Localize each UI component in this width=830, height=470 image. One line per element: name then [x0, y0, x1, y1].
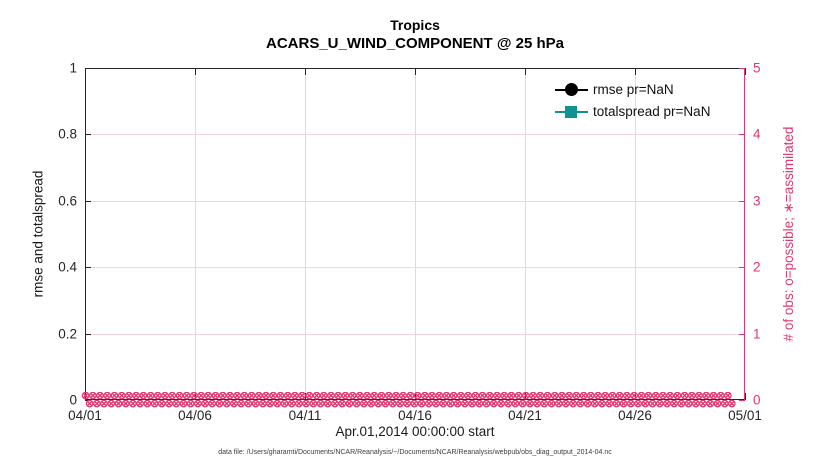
x-tick-bottom — [85, 393, 86, 400]
y-axis-label-right: # of obs: o=possible; ∗=assimilated — [781, 126, 796, 342]
y-tick-label-right: 3 — [753, 193, 761, 209]
y-tick-left — [85, 400, 91, 401]
x-tick-label: 05/01 — [728, 408, 762, 423]
x-tick-label: 04/11 — [288, 408, 322, 423]
x-tick-bottom — [305, 393, 306, 400]
y-tick-left — [85, 134, 91, 136]
plot-subtitle: ACARS_U_WIND_COMPONENT @ 25 hPa — [265, 35, 564, 52]
axis-spine-left — [85, 68, 86, 400]
obs-band-row: ⊗⊗⊗⊗⊗⊗⊗⊗⊗⊗⊗⊗⊗⊗⊗⊗⊗⊗⊗⊗⊗⊗⊗⊗⊗⊗⊗⊗⊗⊗⊗⊗⊗⊗⊗⊗⊗⊗⊗⊗… — [81, 392, 733, 402]
legend-item: rmse pr=NaN — [555, 82, 710, 97]
x-tick-bottom — [415, 393, 416, 400]
y-tick-label-left: 0.8 — [58, 126, 77, 142]
x-tick-top — [305, 68, 306, 75]
x-tick-bottom — [525, 393, 526, 400]
x-tick-top — [745, 68, 746, 75]
legend-item-label: totalspread pr=NaN — [593, 104, 711, 119]
vertical-gridline — [415, 69, 416, 399]
y-tick-left — [85, 200, 91, 202]
x-tick-bottom — [195, 393, 196, 400]
y-axis-label-left: rmse and totalspread — [30, 170, 46, 298]
legend-marker-square-icon — [555, 105, 588, 119]
y-tick-right — [739, 68, 745, 69]
y-tick-label-right: 2 — [753, 259, 761, 275]
axis-spine-right — [744, 68, 745, 400]
x-tick-label: 04/06 — [178, 408, 212, 423]
vertical-gridline — [525, 69, 526, 399]
vertical-gridline — [635, 69, 636, 399]
title-block: Tropics ACARS_U_WIND_COMPONENT @ 25 hPa — [85, 16, 745, 54]
y-tick-label-right: 4 — [753, 126, 761, 142]
x-tick-bottom — [635, 393, 636, 400]
plot-area: rmse pr=NaN totalspread pr=NaN ⊗⊗⊗⊗⊗⊗⊗⊗⊗⊗… — [58, 61, 762, 424]
y-tick-right — [739, 333, 745, 335]
x-tick-label: 04/21 — [508, 408, 542, 423]
y-tick-right — [739, 134, 745, 136]
y-tick-label-left: 0.4 — [58, 259, 77, 275]
obs-count-marker-band: ⊗⊗⊗⊗⊗⊗⊗⊗⊗⊗⊗⊗⊗⊗⊗⊗⊗⊗⊗⊗⊗⊗⊗⊗⊗⊗⊗⊗⊗⊗⊗⊗⊗⊗⊗⊗⊗⊗⊗⊗… — [81, 392, 749, 408]
x-tick-top — [195, 68, 196, 75]
x-tick-label: 04/26 — [618, 408, 652, 423]
legend-item-label: rmse pr=NaN — [593, 82, 674, 97]
x-tick-top — [525, 68, 526, 75]
y-tick-label-left: 1 — [69, 60, 77, 76]
plot-title: Tropics — [390, 17, 440, 33]
x-tick-top — [635, 68, 636, 75]
x-tick-top — [85, 68, 86, 75]
y-tick-right — [739, 267, 745, 269]
vertical-gridline — [305, 69, 306, 399]
y-tick-right — [739, 400, 745, 401]
y-tick-right — [739, 200, 745, 202]
vertical-gridline — [195, 69, 196, 399]
y-tick-left — [85, 68, 91, 69]
y-tick-label-right: 0 — [753, 392, 761, 408]
x-tick-label: 04/01 — [68, 408, 102, 423]
y-tick-label-left: 0.6 — [58, 193, 77, 209]
legend-marker-circle-icon — [555, 83, 588, 97]
x-tick-bottom — [745, 393, 746, 400]
y-tick-left — [85, 333, 91, 335]
y-tick-label-left: 0.2 — [58, 326, 77, 342]
y-tick-label-left: 0 — [69, 392, 77, 408]
footer-datafile: data file: /Users/gharamti/Documents/NCA… — [218, 449, 612, 456]
x-tick-label: 04/16 — [398, 408, 432, 423]
legend-item: totalspread pr=NaN — [555, 104, 710, 119]
x-tick-top — [415, 68, 416, 75]
obs-band-row: ⊗⊗⊗⊗⊗⊗⊗⊗⊗⊗⊗⊗⊗⊗⊗⊗⊗⊗⊗⊗⊗⊗⊗⊗⊗⊗⊗⊗⊗⊗⊗⊗⊗⊗⊗⊗⊗⊗⊗⊗… — [85, 398, 737, 409]
x-axis-label: Apr.01,2014 00:00:00 start — [335, 424, 495, 439]
legend: rmse pr=NaN totalspread pr=NaN — [555, 82, 710, 119]
y-tick-label-right: 1 — [753, 326, 761, 342]
y-tick-left — [85, 267, 91, 269]
y-tick-label-right: 5 — [753, 60, 761, 76]
